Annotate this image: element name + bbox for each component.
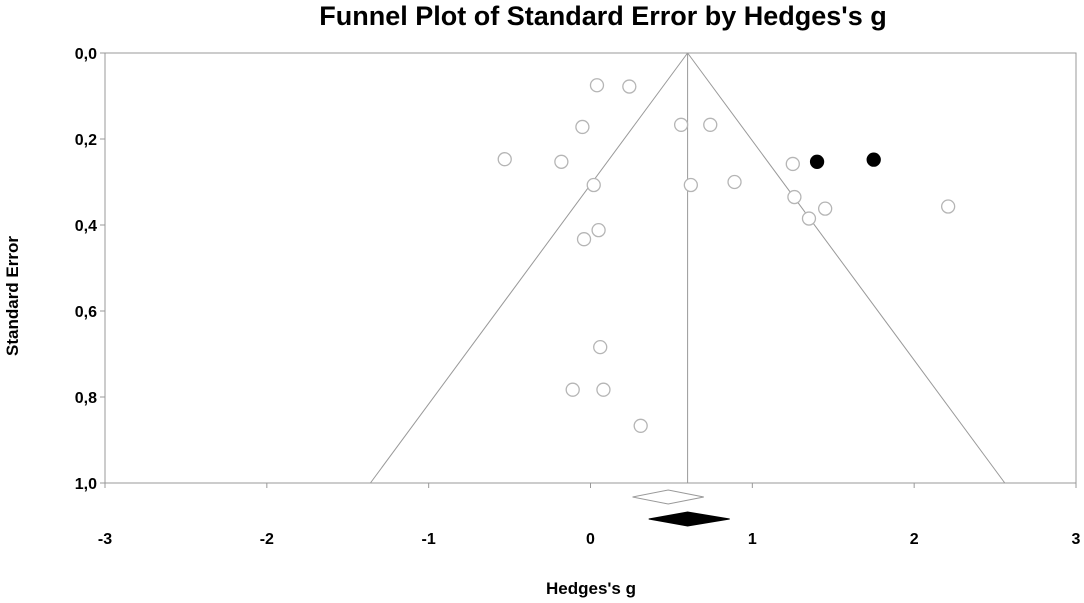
study-point-open [575,119,590,135]
y-axis-label: Standard Error [3,236,22,356]
y-tick-label: 0,4 [75,218,97,235]
chart-title: Funnel Plot of Standard Error by Hedges'… [319,1,887,31]
x-tick-label: 1 [748,531,757,548]
funnel-lines [370,52,1006,484]
x-tick-label: -3 [98,531,112,548]
x-tick-label: 2 [910,531,919,548]
plot-frame [104,52,1077,484]
x-axis: -3 -2 -1 0 1 2 3 [98,483,1081,548]
study-point-open [565,382,580,397]
study-point-open [622,79,637,94]
y-tick-label: 0,0 [75,46,97,63]
study-point-filled [809,154,825,169]
study-point-open [673,117,689,132]
summary-diamond-filled [648,511,730,527]
study-point-open [576,232,592,247]
summary-diamonds [632,489,730,527]
x-axis-label: Hedges's g [546,579,636,598]
study-point-open [589,78,605,93]
study-point-open [497,152,512,167]
study-point-open [801,211,817,226]
y-tick-label: 0,2 [75,132,97,149]
study-points [497,78,956,433]
y-axis: 0,0 0,2 0,4 0,6 0,8 1,0 [75,46,105,493]
study-point-open [703,117,718,132]
y-tick-label: 0,8 [75,390,97,407]
study-point-open [633,418,648,433]
study-point-open [586,177,601,193]
study-point-filled [866,152,881,167]
study-point-open [591,223,606,238]
x-tick-label: 3 [1072,531,1081,548]
funnel-right-line [687,52,1006,484]
x-tick-label: -1 [422,531,436,548]
funnel-left-line [370,52,689,484]
study-point-open [787,189,802,205]
study-point-open [683,177,698,193]
x-tick-label: -2 [260,531,274,548]
study-point-open [596,382,611,397]
study-point-open [554,154,569,169]
y-tick-label: 1,0 [75,476,97,493]
study-point-open [727,174,742,190]
x-tick-label: 0 [586,531,595,548]
study-point-open [785,156,800,172]
study-point-open [941,199,956,214]
study-point-open [593,339,608,355]
study-point-open [818,201,833,216]
summary-diamond-open [632,489,704,505]
y-tick-label: 0,6 [75,304,97,321]
